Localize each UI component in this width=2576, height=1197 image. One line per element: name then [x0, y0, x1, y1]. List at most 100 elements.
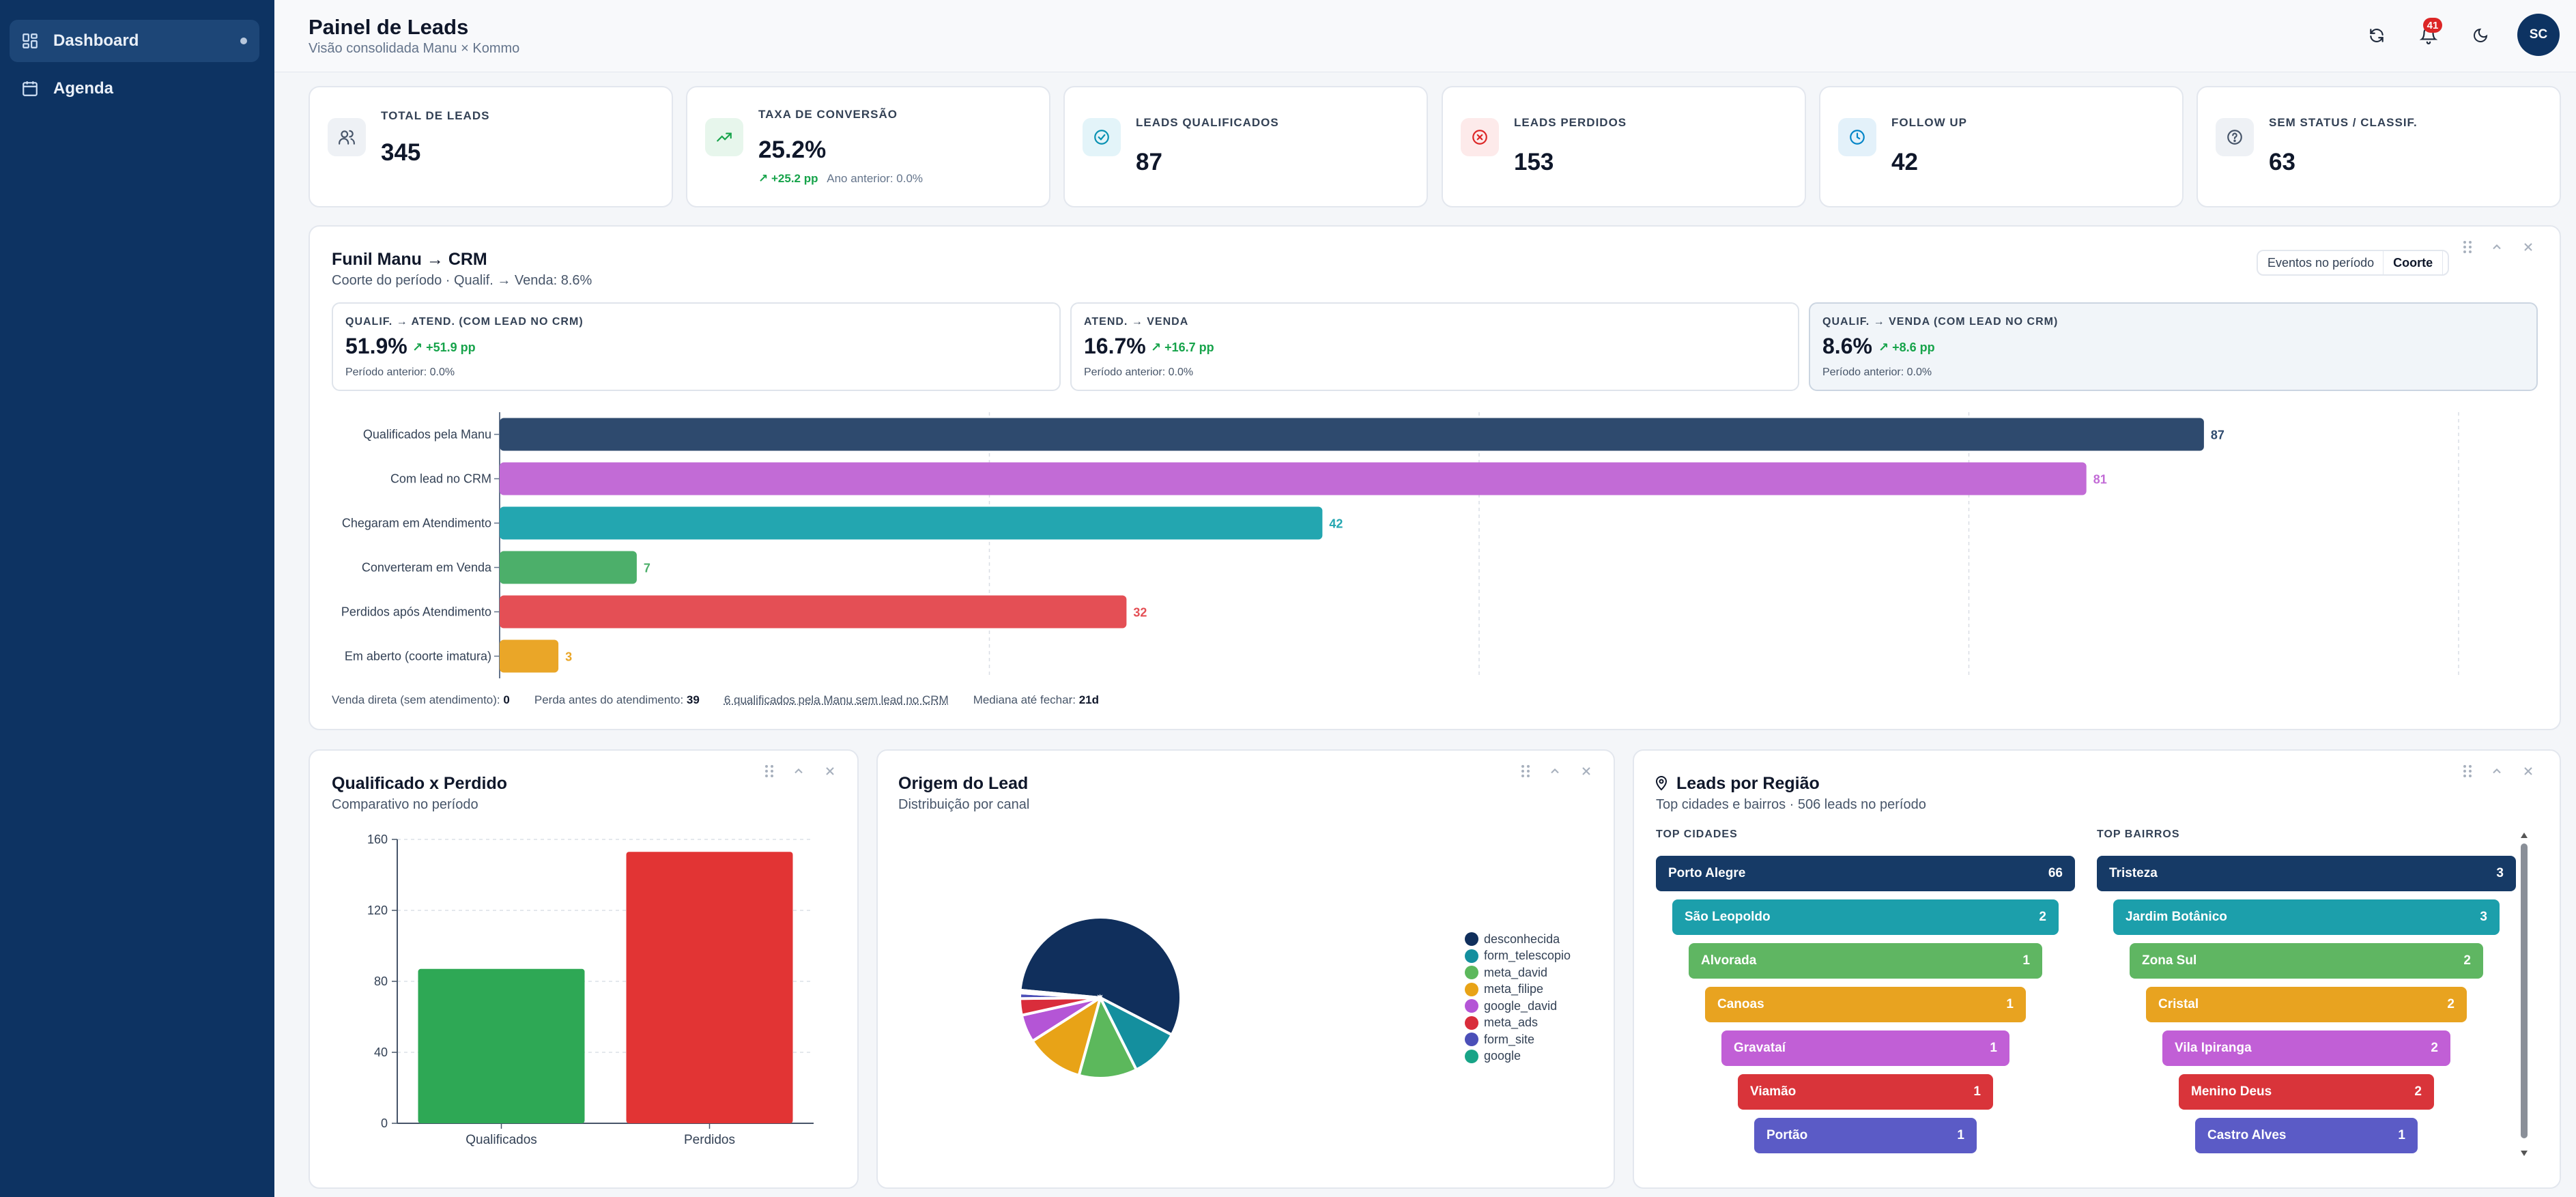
legend-item[interactable]: form_site [1465, 1031, 1571, 1048]
pie-slice [1018, 988, 1101, 999]
trending-up-icon [705, 118, 743, 156]
kpi-trend: ↗ +25.2 pp Ano anterior: 0.0% [758, 172, 923, 186]
scrollbar[interactable] [2519, 828, 2530, 1160]
close-icon[interactable] [1579, 764, 1593, 778]
y-tick-label: 160 [367, 833, 388, 846]
legend-item[interactable]: google [1465, 1048, 1571, 1065]
y-tick-label: 40 [374, 1045, 388, 1059]
region-name: Menino Deus [2191, 1084, 2272, 1099]
panel-subtitle: Coorte do período · Qualif. → Venda: 8.6… [332, 273, 592, 288]
no-crm-link[interactable]: 6 qualificados pela Manu sem lead no CRM [724, 693, 949, 706]
close-icon[interactable] [823, 764, 837, 778]
refresh-button[interactable] [2362, 20, 2392, 51]
y-tick-label: 0 [381, 1116, 388, 1130]
region-name: Cristal [2158, 997, 2199, 1011]
chevron-up-icon[interactable] [2490, 240, 2504, 254]
legend-item[interactable]: meta_ads [1465, 1015, 1571, 1032]
region-name: Castro Alves [2207, 1128, 2287, 1142]
sidebar-item-dashboard[interactable]: Dashboard [10, 20, 259, 62]
legend-item[interactable]: meta_filipe [1465, 981, 1571, 998]
kpi-card-qualified: LEADS QUALIFICADOS 87 [1063, 86, 1428, 207]
theme-toggle-button[interactable] [2465, 20, 2495, 51]
moon-icon [2472, 27, 2489, 44]
median-close-stat: Mediana até fechar: 21d [973, 693, 1099, 707]
category-label: Converteram em Venda [362, 561, 492, 575]
trend-up-icon: ↗ [1878, 341, 1893, 354]
region-count: 2 [2414, 1084, 2422, 1099]
region-count: 3 [2496, 866, 2504, 880]
chevron-up-icon[interactable] [792, 764, 805, 778]
kpi-value: 345 [381, 139, 421, 166]
region-bar: Zona Sul 2 [2130, 943, 2483, 979]
x-tick-label: Perdidos [684, 1133, 735, 1147]
funnel-bar [500, 506, 1323, 540]
lead-origin-pie-chart [1018, 916, 1182, 1080]
legend-label: form_site [1484, 1032, 1535, 1046]
toggle-cohort[interactable]: Coorte [2384, 251, 2443, 274]
panel-title: Origem do Lead [898, 774, 1029, 793]
region-name: Gravataí [1734, 1041, 1786, 1055]
pie-slice [1030, 994, 1103, 1078]
legend-item[interactable]: form_telescopio [1465, 948, 1571, 965]
panel-title: Leads por Região [1676, 774, 1820, 793]
x-tick-label: Qualificados [466, 1133, 537, 1147]
region-bar: Menino Deus 2 [2179, 1074, 2434, 1110]
funnel-mode-toggle: Eventos no período Coorte [2257, 250, 2449, 276]
funnel-bar [500, 595, 1127, 629]
kpi-label: TAXA DE CONVERSÃO [758, 108, 898, 121]
bar [626, 852, 793, 1123]
legend-item[interactable]: google_david [1465, 998, 1571, 1015]
pie-legend: desconhecida form_telescopio meta_david met… [1465, 931, 1571, 1065]
region-bar: Cristal 2 [2146, 987, 2467, 1022]
funnel-bar [500, 639, 559, 673]
region-bar: Castro Alves 1 [2195, 1118, 2418, 1153]
close-icon[interactable] [2521, 240, 2535, 254]
toggle-events[interactable]: Eventos no período [2267, 255, 2375, 270]
drag-handle-icon[interactable] [2463, 240, 2472, 254]
notification-badge: 41 [2423, 18, 2442, 33]
metric-qualif-atend: QUALIF. → ATEND. (COM LEAD NO CRM) 51.9%… [332, 302, 1061, 391]
legend-swatch [1465, 949, 1478, 963]
qual-vs-lost-bar-chart: 0 40 80 120 160 Qualificados Perdidos [367, 833, 814, 1147]
legend-label: meta_ads [1484, 1015, 1539, 1030]
check-circle-icon [1083, 118, 1121, 156]
metric-value: 16.7% [1084, 334, 1146, 358]
kpi-label: LEADS PERDIDOS [1514, 116, 1627, 129]
legend-item[interactable]: meta_david [1465, 964, 1571, 981]
kpi-card-total-leads: TOTAL DE LEADS 345 [309, 86, 673, 207]
close-icon[interactable] [2521, 764, 2535, 778]
category-label: Com lead no CRM [390, 472, 491, 486]
panel-controls [1521, 764, 1593, 778]
region-count: 3 [2480, 910, 2487, 924]
drag-handle-icon[interactable] [2463, 764, 2472, 778]
bar-value-label: 42 [1329, 517, 1343, 531]
clock-icon [1838, 118, 1876, 156]
region-count: 2 [2039, 910, 2046, 924]
kpi-value: 87 [1136, 149, 1162, 175]
lost-before-stat: Perda antes do atendimento: 39 [534, 693, 700, 707]
stat-label: Perda antes do atendimento: [534, 693, 684, 706]
y-tick-label: 80 [374, 975, 388, 988]
neighborhoods-header: TOP BAIRROS [2097, 828, 2180, 840]
chevron-up-icon[interactable] [2490, 764, 2504, 778]
bar-value-label: 81 [2093, 473, 2107, 487]
dashboard-icon [20, 31, 40, 51]
drag-handle-icon[interactable] [1521, 764, 1530, 778]
sidebar-item-agenda[interactable]: Agenda [10, 68, 259, 110]
panel-controls [2463, 240, 2535, 254]
chevron-up-icon[interactable] [1548, 764, 1562, 778]
stat-label: Venda direta (sem atendimento): [332, 693, 500, 706]
legend-swatch [1465, 966, 1478, 980]
legend-item[interactable]: desconhecida [1465, 931, 1571, 948]
drag-handle-icon[interactable] [764, 764, 774, 778]
region-name: Portão [1766, 1128, 1808, 1142]
trend-up-icon: ↗ [758, 172, 769, 185]
top-bar [274, 0, 2576, 72]
region-bar: Alvorada 1 [1689, 943, 2042, 979]
avatar[interactable]: SC [2517, 14, 2560, 56]
category-label: Chegaram em Atendimento [342, 517, 491, 530]
region-bar: Canoas 1 [1705, 987, 2026, 1022]
region-name: Alvorada [1701, 953, 1757, 968]
lead-origin-panel [876, 749, 1615, 1189]
metric-delta: ↗ +51.9 pp [412, 341, 476, 355]
